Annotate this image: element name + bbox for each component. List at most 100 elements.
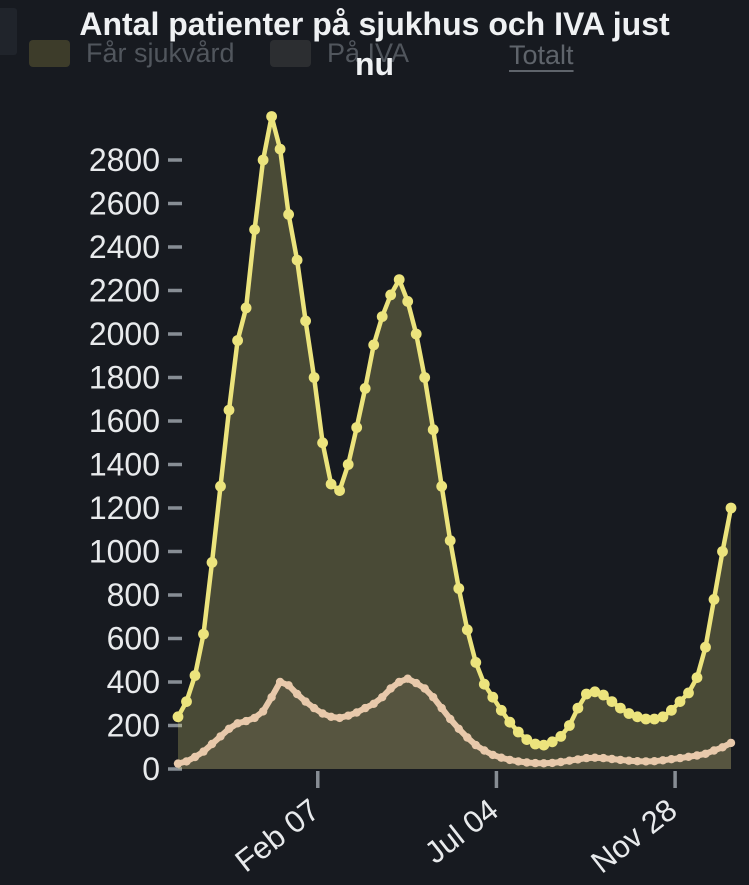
hospital-point bbox=[504, 716, 516, 728]
iva-point bbox=[301, 697, 310, 706]
y-tick-label: 1000 bbox=[89, 534, 160, 570]
iva-point bbox=[531, 758, 540, 768]
legend-item-far-sjukvard[interactable]: Får sjukvård bbox=[29, 38, 235, 69]
y-tick-label: 1600 bbox=[89, 403, 160, 439]
series-hospital-area bbox=[178, 116, 731, 769]
hospital-point bbox=[649, 713, 660, 725]
y-tick-label: 2200 bbox=[89, 273, 160, 309]
hospital-point bbox=[453, 583, 465, 594]
iva-point bbox=[480, 746, 489, 755]
y-tick-label: 800 bbox=[107, 577, 160, 613]
x-tick-label: Jul 04 bbox=[418, 792, 505, 871]
y-axis: 0 200 400 600 800 1000 1200 1400 1600 1800 2000 220… bbox=[89, 142, 182, 787]
iva-point bbox=[207, 739, 217, 749]
hospital-point bbox=[215, 480, 226, 492]
hospital-point bbox=[657, 711, 669, 723]
hospital-point bbox=[615, 702, 626, 714]
iva-point bbox=[675, 753, 685, 763]
iva-point bbox=[326, 712, 336, 721]
iva-point bbox=[420, 684, 429, 693]
iva-point bbox=[395, 677, 404, 687]
iva-point bbox=[514, 757, 523, 766]
hospital-point bbox=[708, 594, 720, 605]
iva-point bbox=[386, 684, 395, 693]
iva-point bbox=[497, 753, 506, 762]
hospital-point bbox=[283, 209, 294, 220]
y-tick-label: 0 bbox=[142, 751, 160, 787]
cropped-edge-element bbox=[0, 8, 17, 55]
iva-point bbox=[173, 759, 183, 768]
hospital-point bbox=[666, 704, 677, 716]
hospital-point bbox=[546, 736, 558, 748]
hospital-point bbox=[700, 641, 711, 653]
hospital-point bbox=[376, 311, 388, 322]
y-tick-label: 2000 bbox=[89, 316, 160, 352]
iva-point bbox=[599, 753, 608, 763]
hospital-point bbox=[598, 689, 609, 701]
iva-point bbox=[403, 674, 412, 683]
hospital-point bbox=[444, 535, 456, 546]
y-tick-label: 2400 bbox=[89, 229, 160, 265]
iva-point bbox=[505, 755, 514, 765]
hospital-point bbox=[351, 422, 363, 433]
iva-point bbox=[344, 711, 353, 720]
iva-point bbox=[275, 677, 285, 687]
series-hospital-line[interactable] bbox=[172, 111, 737, 751]
iva-point bbox=[446, 714, 455, 724]
iva-point bbox=[701, 749, 710, 758]
hospital-point bbox=[640, 713, 652, 725]
hospital-point bbox=[393, 274, 405, 285]
y-tick-label: 600 bbox=[107, 621, 160, 657]
hospital-point bbox=[581, 688, 592, 700]
hospital-point bbox=[181, 696, 192, 707]
hospital-point bbox=[521, 734, 533, 745]
iva-point bbox=[548, 758, 557, 768]
hospital-point bbox=[368, 339, 380, 351]
hospital-point bbox=[538, 739, 550, 751]
y-tick-label: 2600 bbox=[89, 186, 160, 222]
legend-item-pa-iva[interactable]: På IVA bbox=[270, 38, 409, 69]
iva-point bbox=[658, 756, 668, 765]
y-tick-label: 2800 bbox=[89, 142, 160, 178]
iva-point bbox=[684, 752, 693, 761]
hospital-point bbox=[606, 696, 618, 707]
hospital-point bbox=[691, 672, 703, 683]
hospital-point bbox=[240, 302, 252, 314]
iva-point bbox=[718, 743, 727, 752]
iva-point bbox=[369, 699, 378, 708]
iva-point bbox=[292, 689, 302, 699]
hospital-point bbox=[487, 691, 499, 703]
hospital-point bbox=[402, 296, 414, 307]
hospital-point bbox=[274, 143, 286, 155]
totalt-link[interactable]: Totalt bbox=[509, 40, 574, 70]
hospital-point bbox=[317, 437, 328, 449]
legend-swatch-pa-iva bbox=[270, 40, 311, 67]
hospital-point bbox=[359, 383, 371, 394]
iva-point bbox=[726, 738, 736, 748]
iva-point bbox=[199, 747, 208, 756]
iva-point bbox=[335, 713, 344, 723]
hospital-point bbox=[478, 678, 490, 690]
hospital-point bbox=[232, 335, 244, 346]
iva-point bbox=[641, 757, 651, 766]
hospital-point bbox=[206, 557, 218, 568]
series-iva-area bbox=[178, 678, 731, 769]
iva-point bbox=[633, 757, 642, 766]
y-tick-label: 1400 bbox=[89, 447, 160, 483]
series-iva-line[interactable] bbox=[173, 674, 736, 768]
hospital-point bbox=[589, 686, 601, 698]
hospital-point bbox=[564, 720, 575, 731]
iva-point bbox=[454, 724, 463, 733]
hospital-point bbox=[674, 696, 686, 707]
chart-legend: Får sjukvård På IVA Totalt bbox=[0, 38, 749, 70]
legend-label-pa-iva: På IVA bbox=[327, 38, 410, 68]
hospital-point bbox=[291, 254, 303, 266]
legend-swatch-far-sjukvard bbox=[29, 40, 70, 67]
iva-point bbox=[471, 740, 480, 750]
hospital-point bbox=[257, 154, 269, 166]
hospital-point bbox=[325, 478, 337, 490]
x-axis: Feb 07 Jul 04 Nov 28 bbox=[228, 771, 683, 880]
iva-point bbox=[378, 693, 387, 702]
hospital-point bbox=[495, 704, 507, 716]
hospital-point bbox=[725, 502, 737, 514]
